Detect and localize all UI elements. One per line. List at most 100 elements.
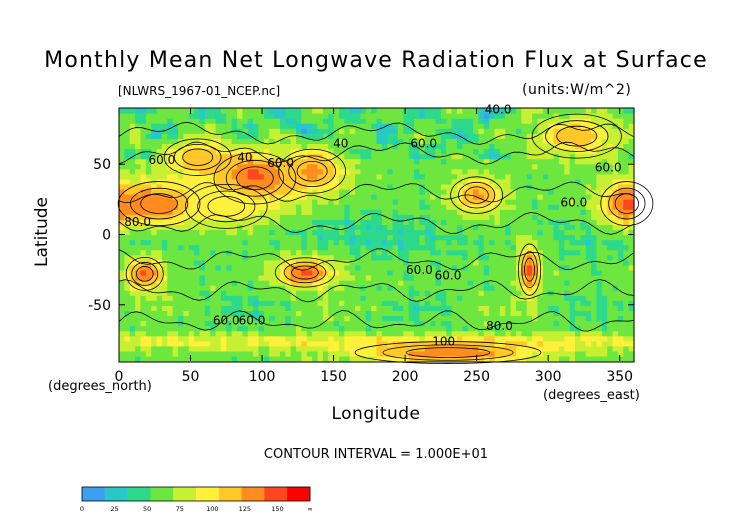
heatmap-cell xyxy=(607,158,614,165)
heatmap-cell xyxy=(210,148,217,155)
heatmap-cell xyxy=(290,310,297,317)
heatmap-cell xyxy=(183,310,190,317)
heatmap-cell xyxy=(451,325,458,332)
heatmap-cell xyxy=(387,315,394,322)
heatmap-cell xyxy=(140,209,147,215)
heatmap-cell xyxy=(220,310,227,317)
heatmap-cell xyxy=(521,280,528,286)
heatmap-cell xyxy=(258,214,265,220)
heatmap-cell xyxy=(199,148,206,155)
heatmap-cell xyxy=(328,325,335,332)
heatmap-cell xyxy=(387,254,394,261)
heatmap-cell xyxy=(210,219,217,225)
heatmap-cell xyxy=(365,138,372,145)
heatmap-cell xyxy=(204,178,211,185)
heatmap-cell xyxy=(446,194,453,200)
heatmap-cell xyxy=(220,254,227,261)
heatmap-cell xyxy=(387,350,394,357)
heatmap-cell xyxy=(296,133,302,139)
heatmap-cell xyxy=(145,163,152,170)
heatmap-cell xyxy=(419,274,426,281)
heatmap-cell xyxy=(296,264,302,271)
heatmap-cell xyxy=(558,269,565,276)
heatmap-cell xyxy=(210,295,217,301)
heatmap-cell xyxy=(183,173,190,180)
heatmap-cell xyxy=(204,315,211,322)
heatmap-cell xyxy=(167,269,174,276)
heatmap-cell xyxy=(237,128,243,134)
heatmap-cell xyxy=(585,148,592,155)
heatmap-cell xyxy=(151,178,158,185)
heatmap-cell xyxy=(478,219,485,225)
heatmap-cell xyxy=(194,340,201,347)
heatmap-cell xyxy=(553,178,560,185)
heatmap-cell xyxy=(397,183,404,190)
heatmap-cell xyxy=(553,340,560,347)
heatmap-cell xyxy=(424,214,431,220)
heatmap-cell xyxy=(397,188,404,195)
heatmap-cell xyxy=(628,310,635,317)
heatmap-cell xyxy=(548,224,555,231)
heatmap-cell xyxy=(253,330,260,337)
heatmap-cell xyxy=(537,285,544,291)
heatmap-cell xyxy=(322,325,329,332)
heatmap-cell xyxy=(569,285,576,291)
heatmap-cell xyxy=(537,315,544,322)
heatmap-cell xyxy=(285,274,292,281)
heatmap-cell xyxy=(456,229,463,236)
heatmap-cell xyxy=(585,219,592,225)
heatmap-cell xyxy=(178,244,184,251)
heatmap-cell xyxy=(607,355,614,362)
heatmap-cell xyxy=(446,340,453,347)
heatmap-cell xyxy=(328,254,335,261)
heatmap-cell xyxy=(242,305,249,311)
heatmap-cell xyxy=(510,183,517,190)
heatmap-cell xyxy=(349,128,356,134)
heatmap-cell xyxy=(247,224,254,231)
heatmap-cell xyxy=(247,350,254,357)
heatmap-cell xyxy=(188,178,195,185)
heatmap-cell xyxy=(253,153,260,160)
heatmap-cell xyxy=(135,173,142,180)
heatmap-cell xyxy=(237,209,243,215)
heatmap-cell xyxy=(317,148,324,155)
heatmap-cell xyxy=(312,214,319,220)
heatmap-cell xyxy=(301,315,308,322)
heatmap-cell xyxy=(290,214,297,220)
heatmap-cell xyxy=(119,204,125,210)
heatmap-cell xyxy=(446,224,453,231)
heatmap-cell xyxy=(532,128,539,134)
heatmap-cell xyxy=(274,264,281,271)
heatmap-cell xyxy=(435,234,442,241)
heatmap-cell xyxy=(349,254,356,261)
heatmap-cell xyxy=(628,264,635,271)
heatmap-cell xyxy=(167,254,174,261)
heatmap-cell xyxy=(591,274,598,281)
heatmap-cell xyxy=(553,199,560,205)
heatmap-cell xyxy=(548,269,555,276)
heatmap-cell xyxy=(279,199,286,205)
heatmap-cell xyxy=(440,224,447,231)
heatmap-cell xyxy=(204,249,211,256)
heatmap-cell xyxy=(553,234,560,241)
heatmap-cell xyxy=(553,244,560,251)
heatmap-cell xyxy=(483,259,490,266)
heatmap-cell xyxy=(628,158,635,165)
heatmap-cell xyxy=(564,330,571,337)
heatmap-cell xyxy=(145,113,152,119)
heatmap-cell xyxy=(591,340,598,347)
heatmap-cell xyxy=(505,239,512,246)
heatmap-cell xyxy=(210,269,217,276)
heatmap-cell xyxy=(564,163,571,170)
heatmap-cell xyxy=(253,163,260,170)
heatmap-cell xyxy=(129,173,136,180)
heatmap-cell xyxy=(408,178,415,185)
heatmap-cell xyxy=(494,295,501,301)
heatmap-cell xyxy=(564,123,571,129)
heatmap-cell xyxy=(296,280,302,286)
heatmap-cell xyxy=(467,325,474,332)
heatmap-cell xyxy=(279,163,286,170)
heatmap-cell xyxy=(515,244,522,251)
heatmap-cell xyxy=(145,108,152,114)
heatmap-cell xyxy=(376,183,383,190)
